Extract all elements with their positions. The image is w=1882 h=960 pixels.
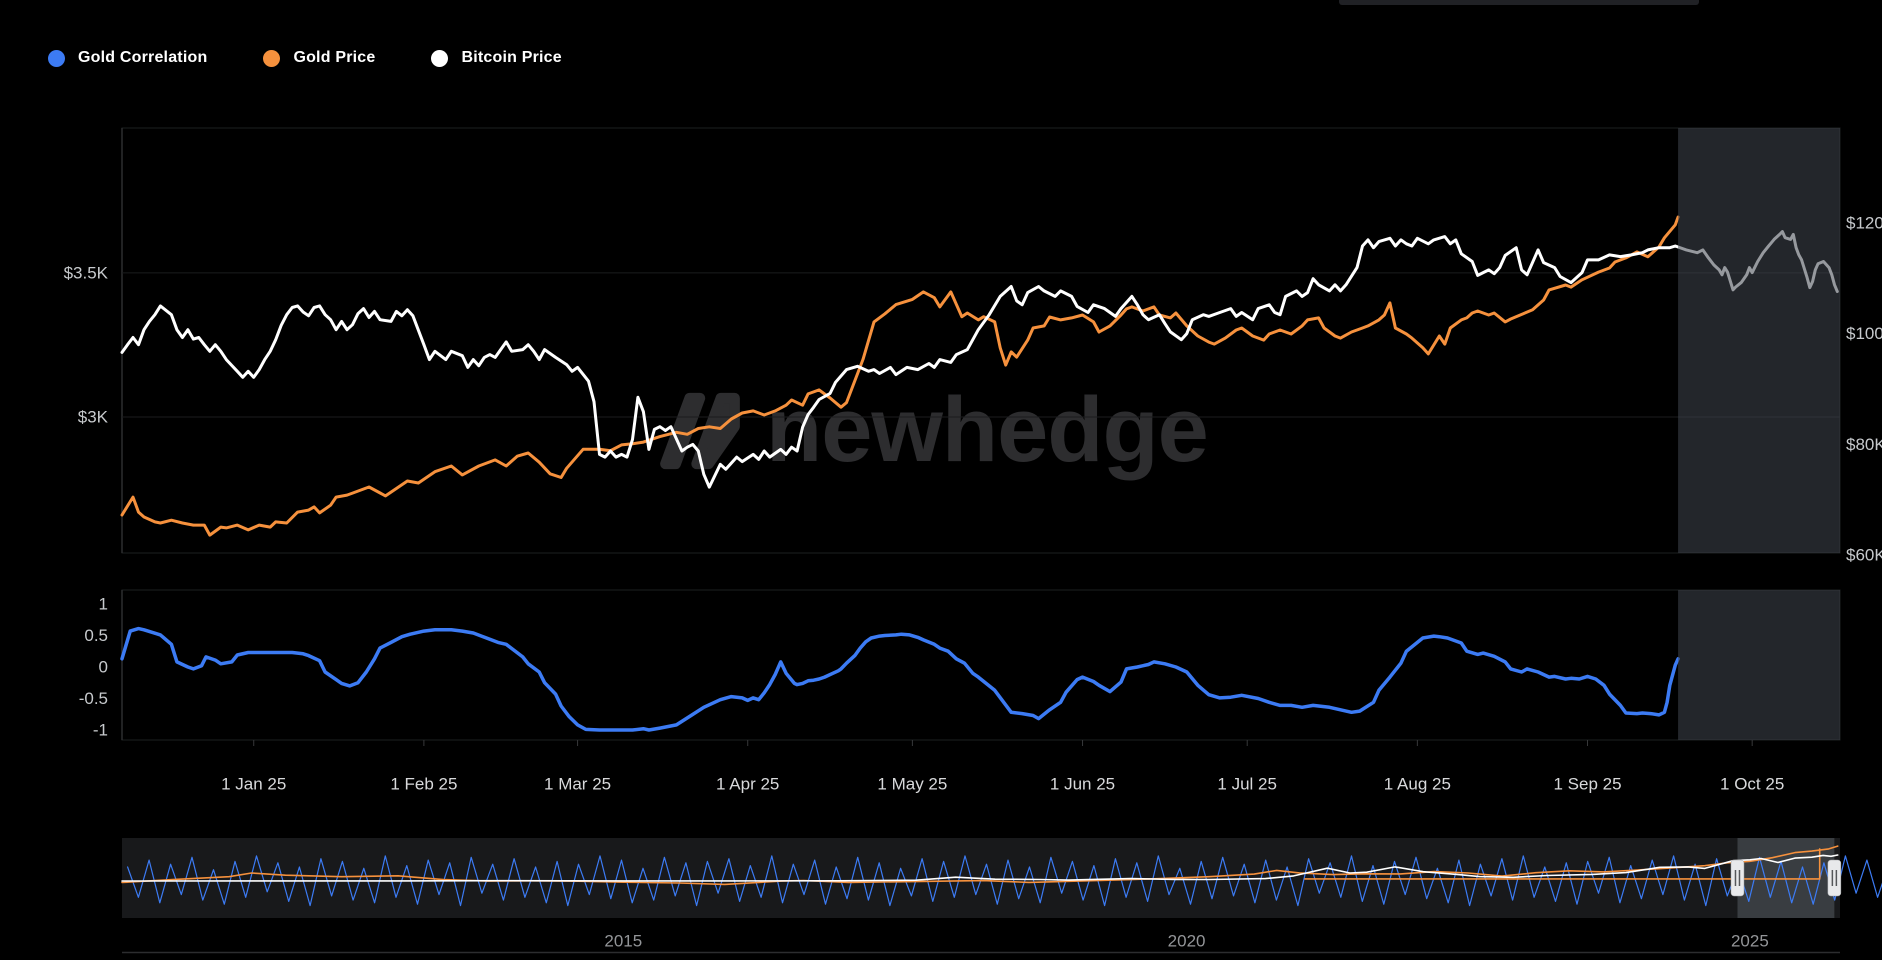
- correlation-axis-label: 1: [99, 594, 108, 613]
- gold-axis-label: $3K: [78, 408, 109, 427]
- correlation-axis-label: 0: [99, 657, 108, 676]
- x-axis-tick-label: 1 Apr 25: [716, 775, 779, 794]
- x-axis-tick-label: 1 Aug 25: [1384, 775, 1451, 794]
- x-axis-tick-label: 1 Jun 25: [1050, 775, 1115, 794]
- price-pane-border: [121, 127, 1841, 554]
- gold-axis-label: $3.5K: [64, 263, 109, 282]
- x-axis-tick-label: 1 Feb 25: [390, 775, 457, 794]
- correlation-axis-label: -0.5: [79, 689, 108, 708]
- legend-item-gold-correlation[interactable]: Gold Correlation: [48, 49, 207, 67]
- legend-label: Bitcoin Price: [461, 49, 562, 66]
- btc-axis-label: $120K: [1846, 213, 1882, 232]
- legend-item-bitcoin-price[interactable]: Bitcoin Price: [431, 49, 562, 67]
- newhedge-logo-icon: [660, 392, 740, 469]
- correlation-pane-border: [121, 589, 1841, 741]
- navigator-series-gold-baseline: [1304, 848, 1821, 880]
- series-line-bitcoin-price: [120, 230, 1839, 489]
- navigator-left-handle[interactable]: [1730, 859, 1745, 897]
- legend-marker-blue-icon: [48, 49, 65, 67]
- series-line-gold-correlation: [120, 626, 1680, 732]
- navigator-year-label: 2025: [1731, 932, 1769, 951]
- legend-label: Gold Price: [293, 49, 376, 66]
- btc-axis-label: $80K: [1846, 435, 1882, 454]
- cropped-top-ui-element: [1339, 0, 1699, 5]
- newhedge-watermark: newhedge: [648, 378, 1209, 483]
- x-axis-tick-label: 1 May 25: [877, 775, 947, 794]
- btc-axis-label: $60K: [1846, 546, 1882, 565]
- legend-marker-orange-icon: [263, 49, 281, 67]
- navigator-right-handle[interactable]: [1827, 859, 1842, 897]
- legend-item-gold-price[interactable]: Gold Price: [263, 49, 375, 67]
- correlation-axis-label: 0.5: [84, 626, 108, 645]
- navigator-year-label: 2015: [604, 932, 642, 951]
- projection-shade-region: [1678, 128, 1840, 553]
- navigator-selected-range[interactable]: [1737, 838, 1835, 918]
- x-axis-tick-label: 1 Mar 25: [544, 775, 611, 794]
- series-line-gold-price: [120, 215, 1680, 537]
- x-axis-tick-label: 1 Jan 25: [221, 775, 286, 794]
- legend-marker-white-icon: [431, 49, 449, 67]
- projection-shade-region: [1678, 590, 1840, 740]
- navigator-year-label: 2020: [1168, 932, 1206, 951]
- x-axis-tick-label: 1 Jul 25: [1217, 775, 1277, 794]
- x-axis-tick-label: 1 Oct 25: [1720, 775, 1784, 794]
- chart-legend: Gold Correlation Gold Price Bitcoin Pric…: [48, 49, 618, 67]
- correlation-axis-label: -1: [93, 720, 108, 739]
- legend-label: Gold Correlation: [78, 49, 208, 66]
- x-axis-tick-label: 1 Sep 25: [1553, 775, 1621, 794]
- watermark-text: newhedge: [766, 379, 1209, 481]
- btc-axis-label: $100K: [1846, 324, 1882, 343]
- navigator-series-bitcoin: [121, 854, 1839, 882]
